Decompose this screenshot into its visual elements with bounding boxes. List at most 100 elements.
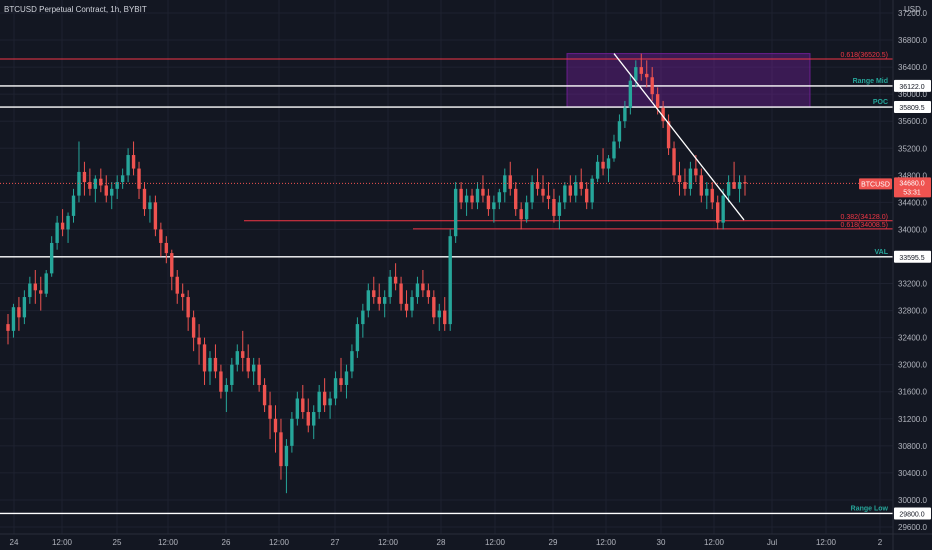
candle-body [6, 324, 10, 331]
trendline[interactable] [613, 53, 745, 221]
candle-body [470, 195, 474, 203]
candle-body [49, 242, 54, 274]
price-tick-label: 31200.0 [898, 415, 927, 424]
candle-body [579, 182, 583, 189]
candle-body [241, 351, 245, 358]
fib-level-label: 0.618(34008.5) [841, 222, 888, 229]
symbol-tag-box [859, 178, 892, 190]
level-price-tag-text: 35809.5 [899, 105, 924, 112]
candle-body [148, 202, 152, 210]
price-tick-label: 36800.0 [898, 36, 927, 45]
candle-body [104, 185, 108, 196]
candle-body [382, 297, 387, 304]
price-tick-label: 29600.0 [898, 523, 927, 532]
price-tick-label: 30800.0 [898, 442, 927, 451]
price-tick-label: 36400.0 [898, 63, 927, 72]
candle-body [28, 283, 32, 298]
candle-body [142, 188, 147, 210]
candle-body [372, 290, 376, 298]
candle-body [726, 182, 731, 196]
time-tick-label: 24 [10, 538, 19, 547]
price-unit-label: USD [904, 5, 921, 14]
price-tick-label: 31600.0 [898, 388, 927, 397]
time-tick-label: 28 [437, 538, 446, 547]
candle-body [39, 290, 43, 294]
candle-body [11, 307, 16, 331]
price-tick-label: 30400.0 [898, 469, 927, 478]
candle-body [655, 94, 660, 108]
time-tick-label: 29 [549, 538, 558, 547]
candle-body [683, 182, 687, 189]
time-tick-label: 12:00 [485, 538, 506, 547]
candle-body [301, 398, 305, 413]
candle-body [33, 283, 37, 291]
candle-body [601, 161, 605, 169]
candle-body [437, 310, 441, 318]
candle-body [421, 283, 425, 291]
candle-body [317, 391, 321, 413]
candle-body [82, 171, 87, 183]
time-tick-label: 2 [878, 538, 883, 547]
candle-body [443, 310, 447, 325]
level-name-label: POC [873, 99, 888, 106]
price-tick-label: 32800.0 [898, 307, 927, 316]
candle-body [344, 371, 349, 385]
candle-body [541, 188, 545, 196]
candle-body [546, 195, 551, 199]
candle-body [328, 398, 332, 406]
time-tick-label: 12:00 [52, 538, 73, 547]
candle-body [279, 432, 283, 467]
candle-body [732, 182, 736, 189]
time-tick-label: 12:00 [596, 538, 617, 547]
candle-body [306, 412, 310, 426]
candle-body [497, 192, 502, 203]
price-tick-label: 34800.0 [898, 171, 927, 180]
candle-body [453, 188, 458, 237]
candle-body [377, 297, 381, 304]
candle-body [590, 178, 594, 203]
time-tick-label: 12:00 [816, 538, 837, 547]
candle-body [552, 198, 556, 216]
candle-body [628, 80, 633, 108]
candle-body [219, 371, 223, 392]
candle-body [55, 222, 59, 243]
price-tick-label: 36000.0 [898, 90, 927, 99]
candle-body [197, 337, 201, 345]
candle-body [202, 344, 207, 372]
fib-level-label: 0.382(34128.0) [841, 214, 888, 221]
candle-body [393, 276, 398, 284]
candle-body [235, 351, 239, 365]
time-tick-label: 25 [113, 538, 122, 547]
candle-body [71, 195, 76, 216]
level-price-tags: 36122.0 35809.5 33595.5 29800.0 BTCUSD 34680.… [859, 79, 931, 520]
candle-body [459, 188, 463, 203]
candle-body [290, 418, 294, 446]
candle-body [164, 242, 169, 254]
candle-body [475, 188, 480, 203]
time-axis[interactable]: 24 12:00 25 12:00 26 12:00 27 12:00 28 12:00 29 12:… [10, 538, 883, 547]
level-price-tag [894, 250, 931, 263]
candle-body [213, 357, 218, 372]
candle-body [743, 182, 747, 184]
candle-body [361, 310, 365, 325]
candle-body [448, 236, 452, 325]
candle-body [410, 297, 414, 311]
price-tick-label: 35600.0 [898, 117, 927, 126]
candle-body [126, 155, 130, 176]
candle-body [44, 273, 48, 294]
symbol-tag-text: BTCUSD [861, 181, 890, 188]
horizontal-levels[interactable]: 0.618(36520.5) Range Mid POC 0.382(34128.0)… [0, 52, 893, 515]
candle-body [705, 188, 709, 196]
candle-body [246, 357, 250, 372]
candle-body [530, 182, 534, 203]
candle-body [432, 297, 436, 318]
candle-body [568, 185, 572, 196]
candle-body [115, 182, 119, 189]
candle-body [716, 202, 720, 223]
candle-body [524, 202, 529, 220]
candle-body [464, 195, 469, 203]
candle-body [688, 168, 693, 189]
candle-body [557, 202, 562, 216]
